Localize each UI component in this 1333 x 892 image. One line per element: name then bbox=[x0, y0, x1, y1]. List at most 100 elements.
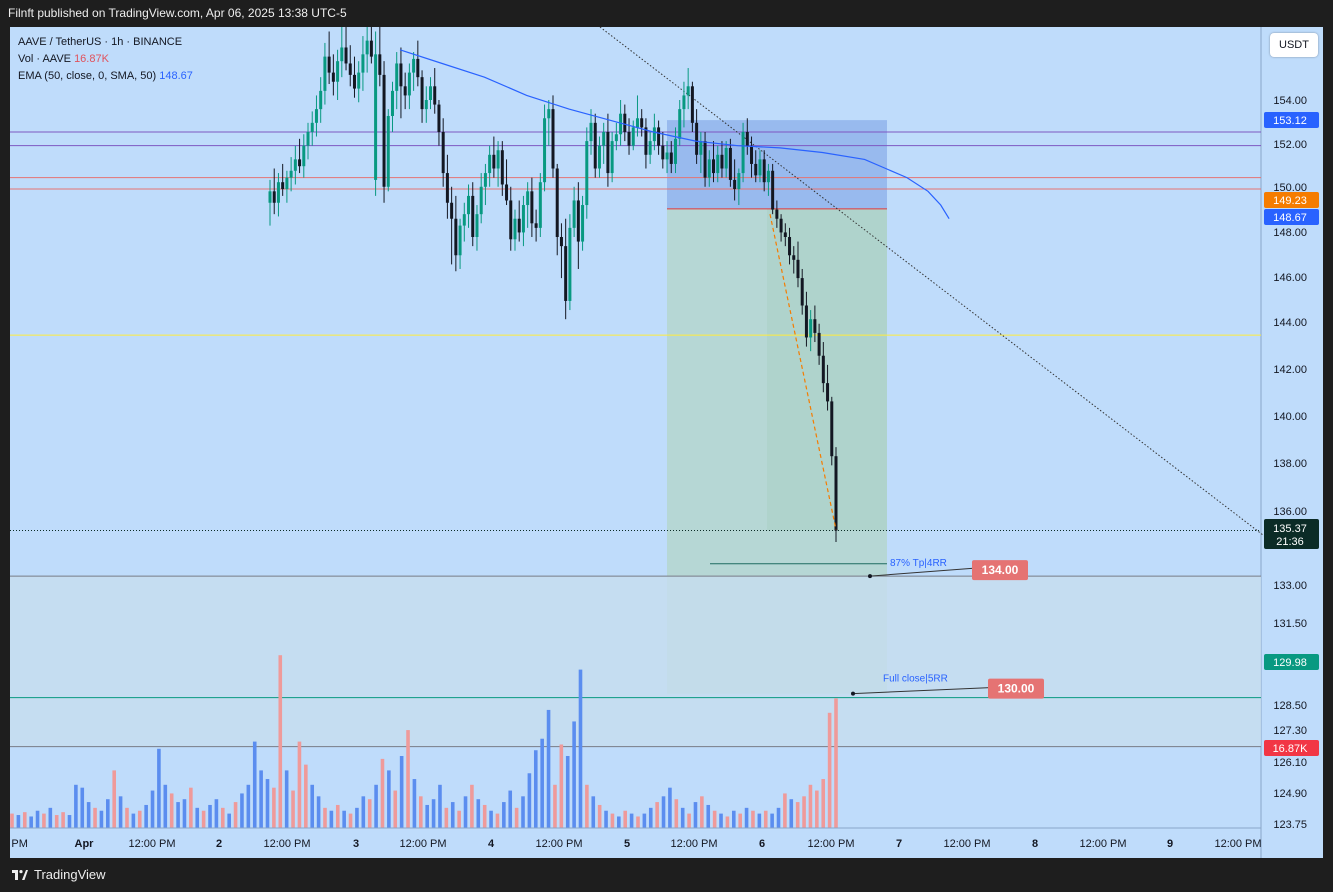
time-tick: 12:00 PM bbox=[807, 838, 854, 850]
support-zone bbox=[10, 576, 1261, 747]
price-tick: 124.90 bbox=[1273, 788, 1307, 800]
candle-body bbox=[340, 47, 344, 62]
price-badge-last-sub: 21:36 bbox=[1276, 536, 1304, 548]
candle-body bbox=[551, 109, 555, 169]
candle-body bbox=[416, 58, 420, 78]
candle-body bbox=[699, 141, 703, 155]
candle-body bbox=[804, 305, 808, 338]
candle-body bbox=[733, 179, 737, 190]
candle-body bbox=[395, 63, 399, 91]
candle-body bbox=[471, 195, 475, 237]
time-tick: 9 bbox=[1167, 838, 1173, 850]
volume-bar bbox=[527, 773, 532, 828]
volume-bar bbox=[553, 784, 557, 828]
price-tick: 138.00 bbox=[1273, 458, 1307, 470]
volume-bar bbox=[546, 709, 551, 828]
volume-bar bbox=[278, 655, 283, 828]
close-price-tag-bg bbox=[988, 678, 1044, 699]
volume-bar bbox=[470, 784, 474, 828]
candle-body bbox=[492, 154, 496, 169]
volume-bar bbox=[214, 799, 219, 828]
volume-bar bbox=[457, 810, 461, 828]
time-tick: 12:00 PM bbox=[128, 838, 175, 850]
volume-bar bbox=[419, 796, 423, 828]
volume-bar bbox=[125, 807, 129, 828]
volume-bar bbox=[291, 790, 295, 828]
candle-body bbox=[597, 145, 601, 169]
brand-name: TradingView bbox=[34, 867, 106, 882]
volume-bar bbox=[112, 770, 117, 828]
ema-legend: EMA (50, close, 0, SMA, 50) 148.67 bbox=[18, 68, 193, 85]
volume-bar bbox=[144, 804, 148, 828]
volume-bar bbox=[815, 790, 819, 828]
tp-marker bbox=[868, 574, 872, 579]
trendline bbox=[599, 27, 1265, 537]
candle-body bbox=[454, 218, 458, 256]
volume-bar bbox=[712, 810, 717, 828]
price-tick: 128.50 bbox=[1273, 700, 1307, 712]
price-chart[interactable]: 87% Tp|4RR Full close|5RR 134.00 130.00 154.… bbox=[10, 27, 1323, 858]
candle-body bbox=[652, 127, 656, 142]
volume-legend-label: Vol · AAVE bbox=[18, 53, 71, 65]
candle-body bbox=[458, 225, 462, 256]
tp-label: 87% Tp|4RR bbox=[890, 558, 947, 569]
volume-bar bbox=[450, 802, 455, 828]
candle-body bbox=[766, 170, 770, 183]
price-badge-stop-bg bbox=[1264, 112, 1319, 128]
volume-bar bbox=[802, 796, 806, 828]
tradingview-logo[interactable]: TradingView bbox=[12, 867, 106, 882]
volume-bar bbox=[367, 799, 372, 828]
volume-bar bbox=[540, 738, 544, 828]
footer: TradingView bbox=[0, 858, 1333, 892]
volume-bar bbox=[329, 810, 334, 828]
candle-body bbox=[310, 122, 314, 132]
price-badge-volume-bg bbox=[1264, 740, 1319, 756]
candle-body bbox=[716, 154, 720, 174]
candle-body bbox=[682, 95, 686, 110]
volume-bar bbox=[572, 721, 576, 828]
candle-body bbox=[479, 186, 483, 215]
volume-bar bbox=[431, 799, 436, 828]
candle-body bbox=[445, 173, 449, 203]
price-tick: 140.00 bbox=[1273, 411, 1307, 423]
time-tick: Apr bbox=[75, 838, 95, 850]
volume-bar bbox=[106, 799, 110, 828]
volume-bar bbox=[744, 807, 749, 828]
price-badge-stop: 153.12 bbox=[1273, 115, 1307, 127]
volume-bar bbox=[22, 812, 27, 828]
time-tick: 4 bbox=[488, 838, 495, 850]
candle-body bbox=[775, 209, 779, 219]
time-tick: 12:00 PM bbox=[535, 838, 582, 850]
candle-body bbox=[462, 214, 466, 226]
volume-bar bbox=[54, 815, 59, 828]
candle-body bbox=[319, 90, 323, 110]
volume-bar bbox=[80, 787, 85, 828]
candle-body bbox=[412, 58, 416, 73]
volume-bar bbox=[259, 770, 263, 828]
price-badge-volume: 16.87K bbox=[1273, 743, 1309, 755]
candle-body bbox=[365, 40, 369, 55]
volume-bar bbox=[533, 750, 538, 828]
candle-body bbox=[559, 237, 563, 247]
chart-area[interactable]: 87% Tp|4RR Full close|5RR 134.00 130.00 154.… bbox=[10, 27, 1323, 858]
candle-body bbox=[538, 182, 542, 228]
candle-body bbox=[627, 131, 631, 146]
candle-body bbox=[543, 118, 547, 183]
candle-body bbox=[589, 122, 593, 142]
volume-bar bbox=[795, 802, 800, 828]
volume-bar bbox=[406, 730, 410, 828]
candle-body bbox=[399, 63, 403, 87]
volume-bar bbox=[821, 779, 826, 828]
currency-button[interactable]: USDT bbox=[1270, 33, 1318, 57]
candle-body bbox=[788, 237, 792, 256]
time-tick: 8 bbox=[1032, 838, 1038, 850]
candle-body bbox=[737, 173, 741, 190]
volume-bar bbox=[438, 784, 442, 828]
price-badge-target-bg bbox=[1264, 654, 1319, 670]
volume-bar bbox=[636, 816, 640, 828]
candle-body bbox=[783, 232, 787, 237]
volume-bar bbox=[719, 813, 723, 828]
candle-body bbox=[619, 113, 623, 135]
close-connector bbox=[852, 687, 991, 695]
volume-bar bbox=[757, 813, 762, 828]
